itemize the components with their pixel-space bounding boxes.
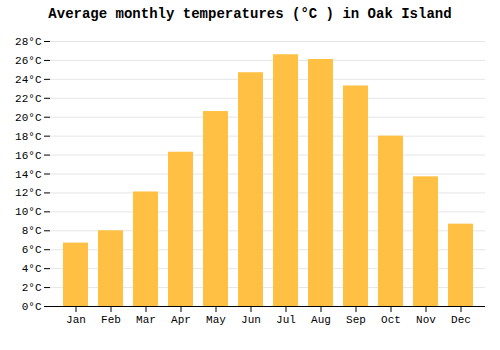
- svg-text:Apr: Apr: [171, 314, 191, 326]
- svg-text:Jan: Jan: [66, 314, 86, 326]
- svg-text:20°C: 20°C: [15, 112, 42, 124]
- svg-text:26°C: 26°C: [15, 55, 42, 67]
- svg-text:14°C: 14°C: [15, 169, 42, 181]
- svg-text:Nov: Nov: [416, 314, 436, 326]
- svg-text:Aug: Aug: [311, 314, 331, 326]
- svg-text:May: May: [206, 314, 226, 326]
- svg-text:10°C: 10°C: [15, 206, 42, 218]
- svg-text:Feb: Feb: [101, 314, 121, 326]
- svg-text:28°C: 28°C: [15, 36, 42, 48]
- html-text:Average monthly temperatures (: Average monthly temperatures (°C ) in Oa…: [48, 6, 452, 22]
- svg-text:Sep: Sep: [346, 314, 366, 326]
- svg-text:Jul: Jul: [276, 314, 296, 326]
- svg-text:Oct: Oct: [381, 314, 401, 326]
- svg-text:22°C: 22°C: [15, 93, 42, 105]
- svg-text:Dec: Dec: [451, 314, 471, 326]
- svg-text:Jun: Jun: [241, 314, 261, 326]
- svg-text:0°C: 0°C: [22, 301, 42, 313]
- svg-text:8°C: 8°C: [22, 225, 42, 237]
- svg-text:2°C: 2°C: [22, 282, 42, 294]
- svg-text:24°C: 24°C: [15, 74, 42, 86]
- svg-text:6°C: 6°C: [22, 244, 42, 256]
- svg-text:Mar: Mar: [136, 314, 156, 326]
- svg-text:4°C: 4°C: [22, 263, 42, 275]
- svg-text:18°C: 18°C: [15, 131, 42, 143]
- svg-text:12°C: 12°C: [15, 187, 42, 199]
- svg-text:16°C: 16°C: [15, 150, 42, 162]
